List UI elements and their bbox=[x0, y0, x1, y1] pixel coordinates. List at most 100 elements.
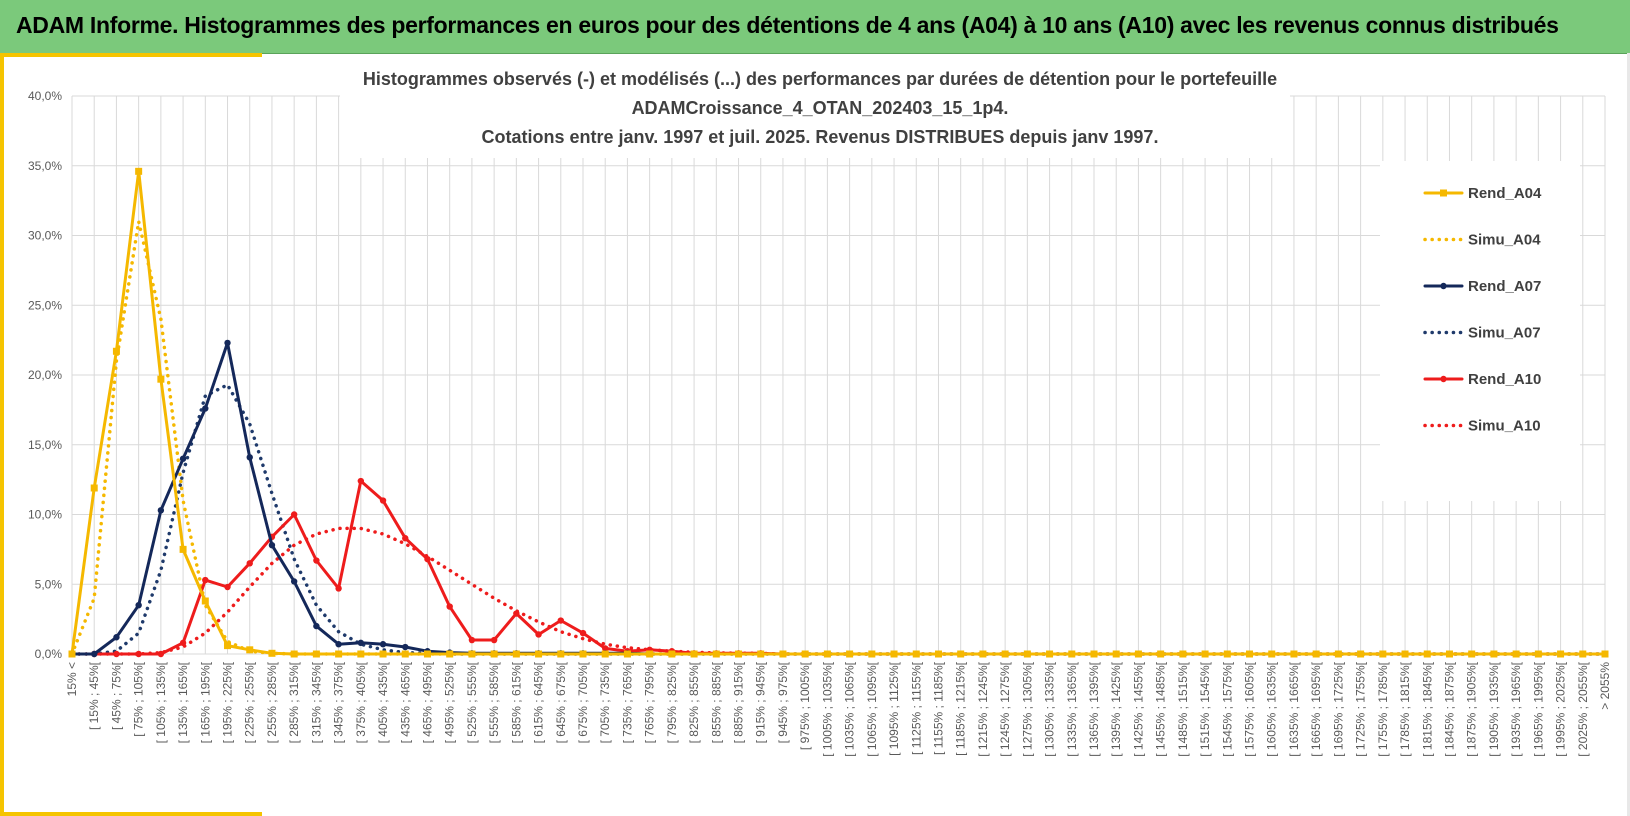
legend-label: Rend_A07 bbox=[1468, 278, 1541, 295]
data-point bbox=[357, 477, 365, 485]
data-point bbox=[402, 643, 409, 651]
x-tick-label: [ 1425% ; 1455%[ bbox=[1131, 661, 1145, 756]
data-point bbox=[1579, 650, 1587, 658]
x-tick-label: [ 1545% ; 1575%[ bbox=[1220, 661, 1234, 756]
data-point bbox=[68, 650, 76, 658]
data-point bbox=[290, 650, 298, 658]
x-tick-label: [ 435% ; 465%[ bbox=[398, 661, 412, 743]
data-point bbox=[135, 601, 142, 609]
data-point bbox=[1246, 650, 1254, 658]
x-tick-label: [ 1245% ; 1275%[ bbox=[998, 661, 1012, 756]
y-tick-label: 10,0% bbox=[28, 508, 62, 522]
x-tick-label: [ 915% ; 945%[ bbox=[754, 661, 768, 743]
x-tick-label: [ 105% ; 135%[ bbox=[154, 661, 168, 743]
x-tick-label: [ 255% ; 285%[ bbox=[265, 661, 279, 743]
data-point bbox=[1601, 650, 1609, 658]
legend-marker bbox=[1440, 375, 1447, 383]
data-point bbox=[135, 650, 142, 658]
data-point bbox=[379, 497, 387, 504]
series-line-simu-a10 bbox=[70, 526, 1607, 656]
data-point bbox=[1468, 650, 1476, 658]
x-tick-label: [ 1485% ; 1515%[ bbox=[1176, 661, 1190, 756]
data-point bbox=[157, 507, 165, 514]
data-point bbox=[157, 375, 165, 383]
data-point bbox=[312, 650, 320, 658]
data-point bbox=[512, 650, 520, 658]
data-point bbox=[1423, 650, 1431, 658]
data-point bbox=[446, 650, 454, 658]
data-point bbox=[202, 576, 209, 584]
data-point bbox=[179, 455, 187, 462]
x-tick-label: [ 1785% ; 1815%[ bbox=[1398, 661, 1412, 756]
data-point bbox=[934, 650, 942, 658]
x-tick-label: [ 1395% ; 1425%[ bbox=[1109, 661, 1123, 756]
data-point bbox=[357, 650, 365, 658]
x-tick-label: [ 1125% ; 1155%[ bbox=[909, 661, 923, 755]
data-point bbox=[290, 578, 298, 585]
x-tick-label: [ 585% ; 615%[ bbox=[509, 661, 523, 743]
data-point bbox=[979, 650, 987, 658]
x-tick-label: [ 615% ; 645%[ bbox=[532, 661, 546, 743]
x-tick-label: [ 1305% ; 1335%[ bbox=[1043, 661, 1057, 756]
data-point bbox=[224, 642, 232, 650]
x-tick-label: [ 1695% ; 1725%[ bbox=[1331, 661, 1345, 756]
x-tick-label: [ 465% ; 495%[ bbox=[420, 661, 434, 743]
data-point bbox=[1357, 650, 1365, 658]
data-point bbox=[1223, 650, 1231, 658]
legend-label: Rend_A10 bbox=[1468, 371, 1541, 388]
data-point bbox=[446, 603, 453, 610]
x-tick-label: [ 1275% ; 1305%[ bbox=[1020, 661, 1034, 756]
data-point bbox=[957, 650, 965, 658]
data-point bbox=[268, 649, 276, 657]
data-point bbox=[468, 650, 476, 658]
x-tick-label: [ 525% ; 555%[ bbox=[465, 661, 479, 743]
data-point bbox=[379, 650, 387, 658]
data-point bbox=[1312, 650, 1320, 658]
legend-label: Simu_A10 bbox=[1468, 418, 1541, 435]
y-tick-label: 0,0% bbox=[35, 647, 63, 661]
x-tick-label: [ 495% ; 525%[ bbox=[443, 661, 457, 743]
data-point bbox=[179, 639, 187, 647]
data-point bbox=[91, 650, 98, 658]
x-tick-label: [ 765% ; 795%[ bbox=[643, 661, 657, 743]
x-tick-label: [ 1605% ; 1635%[ bbox=[1265, 661, 1279, 756]
data-point bbox=[246, 646, 254, 654]
y-tick-label: 15,0% bbox=[28, 438, 62, 452]
x-tick-label: [ 345% ; 375%[ bbox=[332, 661, 346, 743]
data-point bbox=[424, 555, 431, 563]
data-point bbox=[1557, 650, 1565, 658]
data-point bbox=[268, 541, 276, 549]
x-tick-label: [ 675% ; 705%[ bbox=[576, 661, 590, 743]
x-tick-label: > 2055% bbox=[1598, 662, 1612, 710]
x-tick-label: [ 1455% ; 1485%[ bbox=[1154, 661, 1168, 756]
x-tick-label: [ 195% ; 225%[ bbox=[221, 661, 235, 743]
x-tick-label: [ 1875% ; 1905%[ bbox=[1465, 661, 1479, 756]
data-point bbox=[224, 339, 231, 347]
x-tick-label: [ 1515% ; 1545%[ bbox=[1198, 661, 1212, 756]
x-tick-label: [ 885% ; 915%[ bbox=[732, 661, 746, 743]
chart-grid bbox=[71, 95, 1606, 655]
data-point bbox=[868, 650, 876, 658]
data-point bbox=[468, 636, 476, 644]
y-tick-label: 30,0% bbox=[28, 229, 62, 243]
legend-marker bbox=[1440, 189, 1447, 197]
data-point bbox=[246, 560, 253, 567]
x-tick-label: [ 1995% ; 2025%[ bbox=[1554, 661, 1568, 756]
x-tick-label: [ 705% ; 735%[ bbox=[598, 661, 612, 743]
x-tick-label: [ 555% ; 585%[ bbox=[487, 661, 501, 743]
data-point bbox=[823, 650, 831, 658]
data-point bbox=[90, 484, 98, 492]
x-tick-label: [ 285% ; 315%[ bbox=[287, 661, 301, 743]
x-tick-label: [ 1845% ; 1875%[ bbox=[1442, 661, 1456, 756]
data-point bbox=[1401, 650, 1409, 658]
data-point bbox=[646, 650, 654, 658]
x-tick-label: 15% < bbox=[65, 662, 79, 696]
data-point bbox=[112, 347, 120, 355]
data-point bbox=[735, 650, 743, 658]
x-tick-label: [ 1665% ; 1695%[ bbox=[1309, 661, 1323, 756]
data-point bbox=[490, 636, 498, 644]
data-point bbox=[579, 650, 587, 658]
x-tick-label: [ 1635% ; 1665%[ bbox=[1287, 661, 1301, 756]
x-tick-label: [ 1005% ; 1035%[ bbox=[820, 661, 834, 756]
y-tick-label: 25,0% bbox=[28, 298, 62, 312]
